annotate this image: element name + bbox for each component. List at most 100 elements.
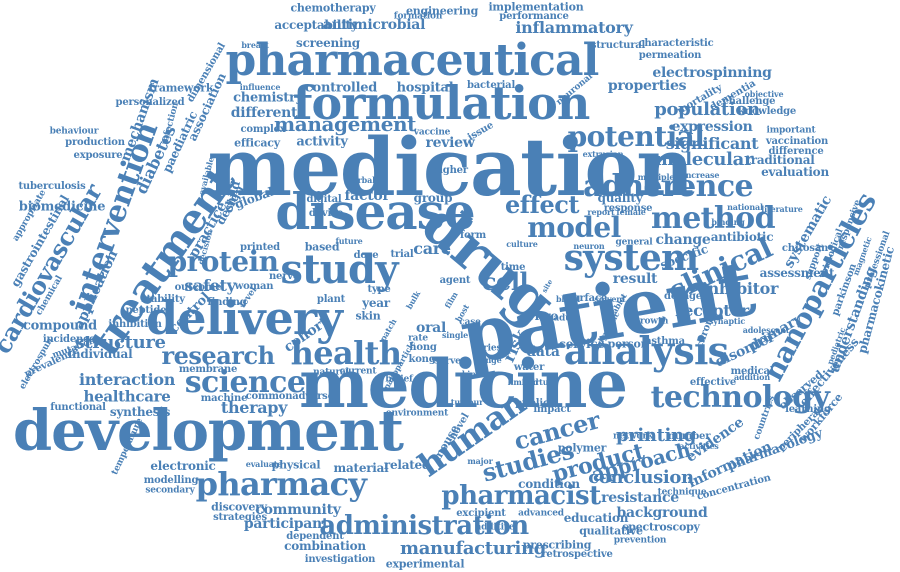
- word-cloud-word: education: [563, 511, 629, 525]
- word-cloud-word: evaluate: [245, 459, 283, 469]
- word-cloud-word: safety: [184, 276, 236, 295]
- word-cloud-word: future: [335, 236, 363, 246]
- word-cloud-word: synthesis: [109, 405, 171, 419]
- word-cloud-word: printed: [240, 242, 280, 253]
- word-cloud-word: synaptic: [708, 316, 746, 326]
- word-cloud-word: biomedicine: [18, 199, 106, 215]
- word-cloud-word: skin: [355, 309, 381, 323]
- word-cloud-word: formulation: [292, 76, 591, 130]
- word-cloud-word: inflammatory: [515, 18, 633, 37]
- word-cloud-word: dependent: [286, 531, 344, 542]
- word-cloud-word: manufacturing: [400, 538, 546, 559]
- word-cloud-word: study: [280, 246, 398, 293]
- word-cloud-word: common: [245, 391, 293, 402]
- word-cloud-word: community: [255, 502, 341, 518]
- word-cloud-word: activity: [296, 134, 348, 150]
- word-cloud-word: network: [613, 431, 653, 442]
- word-cloud-word: bacterial: [466, 80, 516, 91]
- word-cloud-word: factor: [344, 188, 390, 204]
- word-cloud-word: retrospective: [541, 549, 613, 560]
- word-cloud-word: pharmacist: [441, 481, 601, 511]
- word-cloud-word: finding: [207, 297, 247, 308]
- word-cloud-word: solvent: [594, 294, 626, 304]
- word-cloud-word: molecular: [654, 149, 754, 170]
- word-cloud-word: person: [607, 337, 649, 351]
- word-cloud-word: chemotherapy: [290, 1, 376, 15]
- word-cloud-word: healthcare: [83, 387, 171, 406]
- word-cloud-word: year: [362, 296, 390, 310]
- word-cloud-word: antimicrobial: [322, 17, 426, 33]
- word-cloud-word: disease: [275, 182, 475, 241]
- word-cloud-word: strategies: [213, 512, 267, 523]
- word-cloud-word: expression: [671, 119, 753, 135]
- word-cloud-word: tuberculosis: [18, 181, 86, 192]
- word-cloud-word: modelling: [143, 475, 199, 486]
- word-cloud-word: spectroscopy: [622, 520, 700, 534]
- word-cloud-word: science: [184, 365, 306, 400]
- word-cloud-word: vaccine: [413, 127, 451, 138]
- word-cloud-word: effect: [504, 190, 580, 219]
- word-cloud-word: research: [161, 341, 275, 370]
- word-cloud-word: surface: [566, 293, 608, 304]
- word-cloud-word: controlled: [304, 80, 378, 96]
- word-cloud-word: development: [13, 398, 404, 464]
- word-cloud-word: structure: [74, 332, 166, 353]
- word-cloud-word: analysis: [563, 328, 729, 373]
- word-cloud-word: formation: [393, 11, 443, 22]
- word-cloud-word: inhibitor: [701, 279, 779, 298]
- word-cloud-word: membrane: [178, 364, 238, 375]
- word-cloud-word: compound: [22, 318, 98, 334]
- word-cloud-word: bulk: [403, 289, 423, 311]
- word-cloud-word: environment: [385, 408, 449, 419]
- word-cloud-word: time: [500, 262, 526, 273]
- word-cloud-word: conclusion: [588, 467, 694, 488]
- word-cloud-word: peptide: [125, 305, 167, 316]
- word-cloud-word: national: [727, 202, 763, 212]
- word-cloud-word: knowledge: [737, 106, 797, 117]
- word-cloud-word: significant: [665, 134, 759, 153]
- word-cloud-word: material: [333, 461, 389, 475]
- word-cloud-word: addition: [733, 372, 771, 382]
- word-cloud-word: therapy: [220, 398, 288, 417]
- word-cloud-word: behaviour: [49, 126, 99, 137]
- word-cloud-word: receptor: [675, 301, 749, 320]
- word-cloud-word: complex: [240, 124, 286, 135]
- word-cloud-word: prescribing: [522, 538, 592, 552]
- word-cloud-word: personalized: [115, 97, 185, 108]
- word-cloud-word: natural: [313, 367, 349, 378]
- word-cloud-word: adolescent: [742, 325, 790, 335]
- word-cloud-word: type: [367, 284, 391, 295]
- word-cloud-word: objective: [744, 89, 784, 99]
- word-cloud-word: multiple: [637, 172, 675, 182]
- word-cloud-word: characteristic: [638, 38, 714, 49]
- word-cloud-word: traditional: [745, 153, 815, 167]
- word-cloud-word: combination: [284, 539, 366, 553]
- word-cloud-word: report: [587, 207, 615, 217]
- word-cloud-word: administration: [319, 511, 529, 541]
- word-cloud-word: chitosan: [781, 243, 829, 254]
- word-cloud-word: potential: [567, 120, 705, 153]
- word-cloud-word: experimental: [385, 557, 465, 571]
- word-cloud-word: functional: [50, 402, 106, 413]
- word-cloud-word: pharmaceutical: [225, 35, 599, 86]
- word-cloud-word: interaction: [78, 370, 176, 389]
- word-cloud-word: rate: [408, 333, 428, 344]
- word-cloud-word: acceptability: [274, 18, 358, 32]
- word-cloud-word: kinase: [461, 369, 491, 379]
- word-cloud-word: engineering: [405, 4, 479, 18]
- word-cloud-word: activities: [679, 441, 719, 451]
- word-cloud-word: form: [459, 230, 487, 241]
- word-cloud-word: efficacy: [234, 136, 280, 150]
- word-cloud-word: influence: [239, 82, 281, 92]
- word-cloud-word: inhibition: [108, 319, 162, 330]
- word-cloud-word: polymer: [557, 441, 607, 455]
- word-cloud-word: performance: [499, 11, 569, 22]
- word-cloud-word: binding: [711, 217, 745, 227]
- word-cloud-word: chemistry: [233, 90, 303, 106]
- word-cloud-word: excipient: [456, 508, 506, 519]
- word-cloud-word: background: [616, 505, 708, 521]
- word-cloud-word: evaluation: [761, 165, 829, 179]
- word-cloud-word: change: [655, 232, 711, 248]
- word-cloud-word: female: [616, 207, 646, 217]
